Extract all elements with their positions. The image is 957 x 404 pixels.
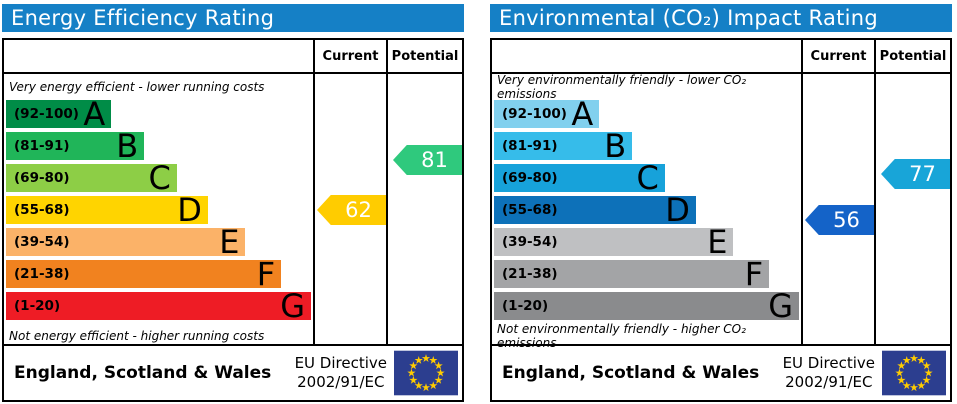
current-column: 62 bbox=[315, 74, 388, 344]
bottom-caption: Not environmentally friendly - higher CO… bbox=[497, 322, 746, 350]
eu-directive-label: EU Directive 2002/91/EC bbox=[295, 354, 387, 392]
panel-title: Environmental (CO₂) Impact Rating bbox=[490, 4, 952, 32]
table-body: Very energy efficient - lower running co… bbox=[4, 74, 462, 344]
potential-column-header: Potential bbox=[879, 48, 947, 64]
band-letter: B bbox=[604, 127, 627, 165]
table-footer: England, Scotland & Wales EU Directive 2… bbox=[4, 344, 462, 400]
bottom-caption: Not energy efficient - higher running co… bbox=[9, 329, 265, 343]
potential-rating-value: 77 bbox=[909, 162, 936, 186]
header-spacer bbox=[492, 40, 803, 72]
rating-table: Current Potential Very environmentally f… bbox=[490, 38, 952, 402]
band-range: (69-80) bbox=[502, 170, 558, 186]
band-c: (69-80) C bbox=[494, 159, 665, 197]
band-e: (39-54) E bbox=[6, 223, 246, 261]
band-letter: D bbox=[177, 191, 202, 229]
table-header: Current Potential bbox=[492, 40, 950, 74]
bands-column: Very environmentally friendly - lower CO… bbox=[492, 73, 803, 350]
potential-column-header: Potential bbox=[391, 48, 459, 64]
eu-directive-line1: EU Directive bbox=[782, 354, 875, 373]
rating-table: Current Potential Very energy efficient … bbox=[2, 38, 464, 402]
potential-column: 77 bbox=[876, 74, 950, 344]
band-letter: D bbox=[665, 191, 690, 229]
bands-column: Very energy efficient - lower running co… bbox=[4, 74, 315, 344]
band-range: (92-100) bbox=[14, 106, 79, 122]
band-b: (81-91) B bbox=[6, 127, 145, 165]
band-f: (21-38) F bbox=[6, 255, 282, 293]
potential-rating-arrow: 81 bbox=[393, 145, 462, 175]
top-caption: Very energy efficient - lower running co… bbox=[9, 80, 265, 94]
current-rating-value: 56 bbox=[833, 208, 860, 232]
band-letter: B bbox=[116, 127, 139, 165]
eu-directive-label: EU Directive 2002/91/EC bbox=[783, 354, 875, 392]
energy-efficiency-panel: Energy Efficiency Rating Current Potenti… bbox=[2, 4, 464, 404]
potential-rating-arrow: 77 bbox=[881, 159, 950, 189]
band-g: (1-20) G bbox=[6, 287, 311, 325]
band-letter: A bbox=[83, 95, 106, 133]
top-caption: Very environmentally friendly - lower CO… bbox=[497, 73, 747, 101]
current-rating-arrow: 56 bbox=[805, 205, 874, 235]
band-c: (69-80) C bbox=[6, 159, 177, 197]
band-range: (39-54) bbox=[502, 234, 558, 250]
band-letter: F bbox=[256, 255, 276, 293]
band-letter: E bbox=[219, 223, 240, 261]
band-letter: C bbox=[636, 159, 659, 197]
table-body: Very environmentally friendly - lower CO… bbox=[492, 73, 950, 350]
band-b: (81-91) B bbox=[494, 127, 633, 165]
band-range: (21-38) bbox=[14, 266, 70, 282]
potential-column: 81 bbox=[388, 74, 462, 344]
potential-rating-value: 81 bbox=[421, 148, 448, 172]
table-header: Current Potential bbox=[4, 40, 462, 74]
band-letter: C bbox=[148, 159, 171, 197]
band-letter: G bbox=[768, 287, 793, 325]
band-range: (92-100) bbox=[502, 106, 567, 122]
band-range: (39-54) bbox=[14, 234, 70, 250]
band-g: (1-20) G bbox=[494, 287, 799, 325]
band-a: (92-100) A bbox=[6, 95, 112, 133]
band-a: (92-100) A bbox=[494, 95, 600, 133]
band-letter: G bbox=[280, 287, 305, 325]
eu-directive-line1: EU Directive bbox=[294, 354, 387, 373]
band-e: (39-54) E bbox=[494, 223, 734, 261]
band-f: (21-38) F bbox=[494, 255, 770, 293]
current-column-header: Current bbox=[803, 40, 876, 72]
band-range: (1-20) bbox=[502, 298, 549, 314]
region-label: England, Scotland & Wales bbox=[14, 363, 272, 383]
band-range: (55-68) bbox=[502, 202, 558, 218]
band-letter: F bbox=[744, 255, 764, 293]
current-column-header: Current bbox=[315, 40, 388, 72]
table-footer: England, Scotland & Wales EU Directive 2… bbox=[492, 344, 950, 400]
panel-title: Energy Efficiency Rating bbox=[2, 4, 464, 32]
band-range: (55-68) bbox=[14, 202, 70, 218]
eu-flag-icon bbox=[882, 350, 946, 396]
region-label: England, Scotland & Wales bbox=[502, 363, 760, 383]
band-range: (21-38) bbox=[502, 266, 558, 282]
current-rating-arrow: 62 bbox=[317, 195, 386, 225]
band-d: (55-68) D bbox=[494, 191, 696, 229]
eu-directive-line2: 2002/91/EC bbox=[785, 373, 873, 391]
eu-directive-line2: 2002/91/EC bbox=[297, 373, 385, 391]
band-range: (81-91) bbox=[502, 138, 558, 154]
band-letter: E bbox=[707, 223, 728, 261]
current-rating-value: 62 bbox=[345, 198, 372, 222]
header-spacer bbox=[4, 40, 315, 72]
current-column: 56 bbox=[803, 74, 876, 344]
band-d: (55-68) D bbox=[6, 191, 208, 229]
band-letter: A bbox=[571, 95, 594, 133]
band-range: (69-80) bbox=[14, 170, 70, 186]
environmental-impact-panel: Environmental (CO₂) Impact Rating Curren… bbox=[490, 4, 952, 404]
band-range: (81-91) bbox=[14, 138, 70, 154]
band-range: (1-20) bbox=[14, 298, 61, 314]
eu-flag-icon bbox=[394, 350, 458, 396]
